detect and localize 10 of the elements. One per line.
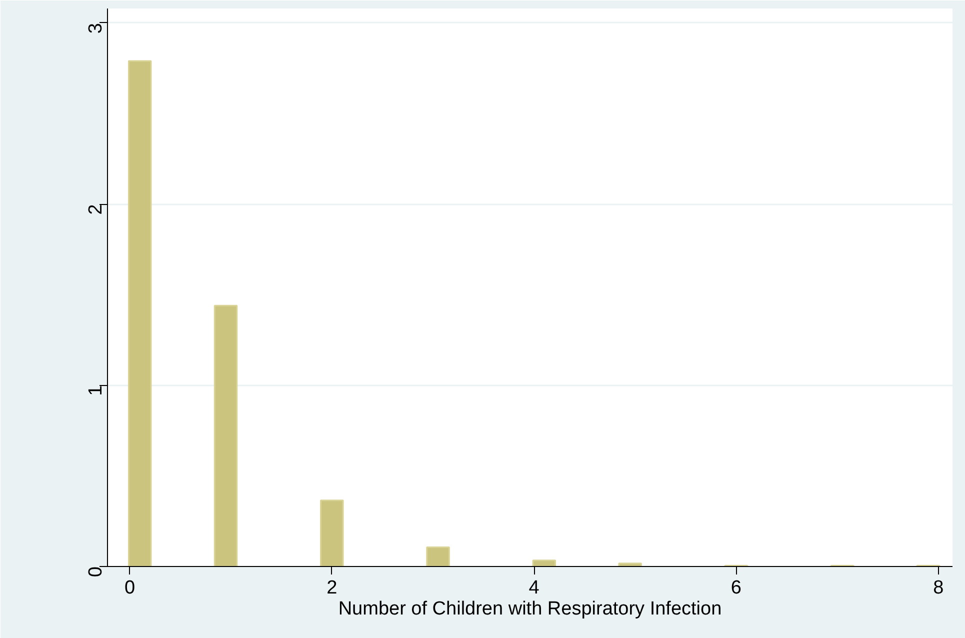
y-tick-label: 2 [86, 204, 106, 215]
x-axis-title: Number of Children with Respiratory Infection [338, 598, 722, 620]
y-tick-label: 0 [86, 566, 106, 578]
x-tick-label: 0 [124, 578, 136, 598]
x-tick-label: 6 [730, 578, 742, 598]
x-tick-label: 2 [326, 578, 338, 598]
y-tick-label: 3 [86, 22, 106, 34]
y-tick-label: 1 [86, 385, 106, 396]
x-tick-label: 4 [528, 578, 540, 598]
x-tick-label: 8 [933, 578, 944, 598]
